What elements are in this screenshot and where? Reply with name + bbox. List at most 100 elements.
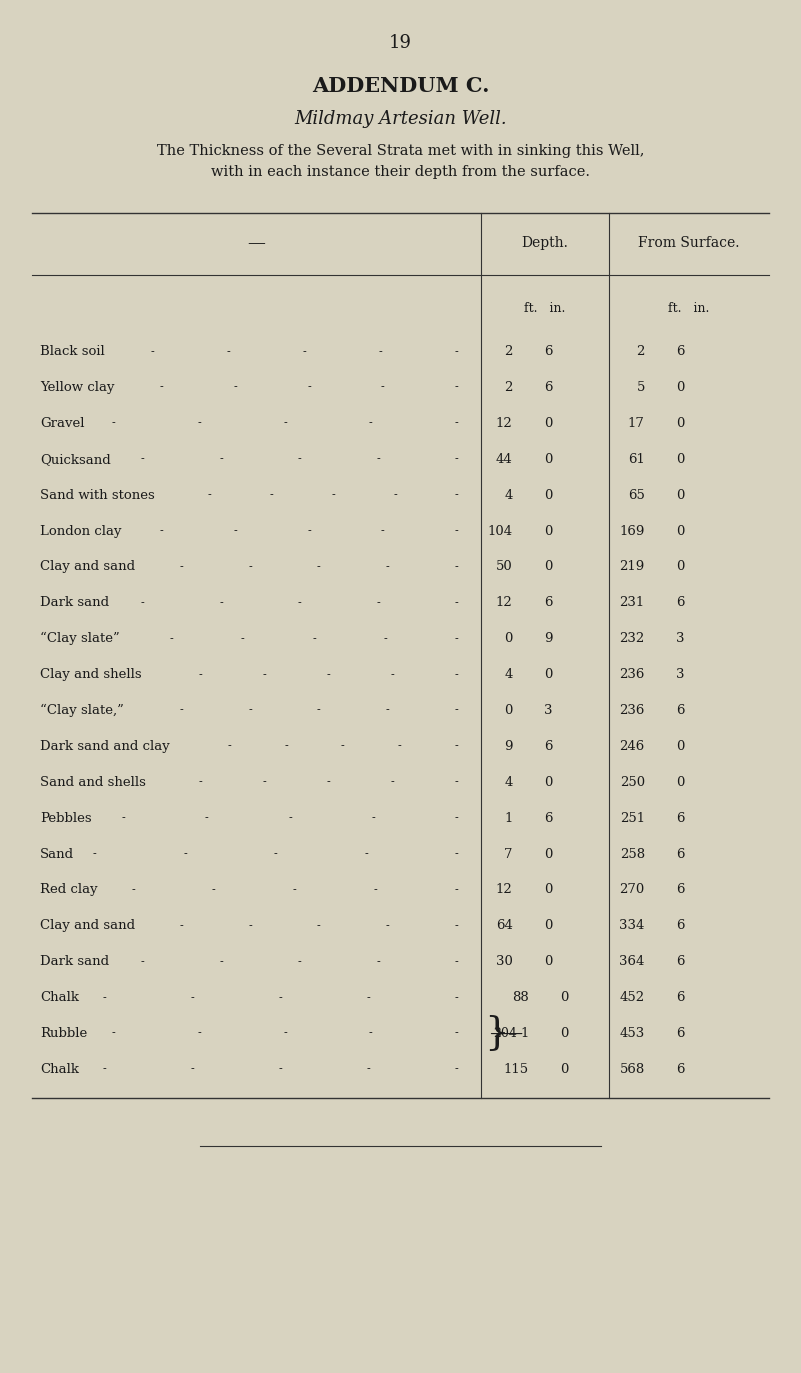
Text: -: - [455, 993, 458, 1002]
Text: 452: 452 [620, 991, 645, 1004]
Text: -: - [312, 634, 316, 644]
Text: 0: 0 [677, 380, 685, 394]
Text: Quicksand: Quicksand [40, 453, 111, 465]
Text: 19: 19 [389, 34, 412, 52]
Text: -: - [455, 419, 458, 428]
Text: -: - [179, 921, 183, 931]
Text: 65: 65 [628, 489, 645, 501]
Text: 12: 12 [496, 883, 513, 897]
Text: “Clay slate”: “Clay slate” [40, 632, 120, 645]
Text: -: - [227, 741, 231, 751]
Text: -: - [93, 849, 96, 859]
Text: -: - [160, 526, 163, 535]
Text: -: - [455, 921, 458, 931]
Text: From Surface.: From Surface. [638, 236, 739, 250]
Text: 0: 0 [677, 524, 685, 538]
Text: -: - [248, 562, 252, 573]
Text: -: - [298, 957, 301, 967]
Text: -: - [284, 1028, 287, 1038]
Text: -: - [386, 706, 389, 715]
Text: 0: 0 [545, 453, 553, 465]
Text: -: - [455, 886, 458, 895]
Text: -: - [391, 777, 394, 787]
Text: -: - [103, 993, 106, 1002]
Text: Depth.: Depth. [521, 236, 568, 250]
Text: -: - [369, 1028, 372, 1038]
Text: 169: 169 [619, 524, 645, 538]
Text: -: - [455, 346, 458, 357]
Text: 453: 453 [619, 1027, 645, 1041]
Text: 6: 6 [676, 704, 685, 717]
Text: -: - [386, 921, 389, 931]
Text: 0: 0 [677, 453, 685, 465]
Text: 6: 6 [544, 811, 553, 825]
Text: 0: 0 [545, 847, 553, 861]
Text: 270: 270 [619, 883, 645, 897]
Text: -: - [384, 634, 387, 644]
Text: 3: 3 [544, 704, 553, 717]
Text: 0: 0 [505, 632, 513, 645]
Text: -: - [208, 490, 211, 500]
Text: -: - [170, 634, 173, 644]
Text: Yellow clay: Yellow clay [40, 380, 115, 394]
Text: 6: 6 [676, 1027, 685, 1041]
Text: -: - [317, 562, 320, 573]
Text: 88: 88 [512, 991, 529, 1004]
Text: 0: 0 [545, 776, 553, 789]
Text: 7: 7 [504, 847, 513, 861]
Text: 12: 12 [496, 596, 513, 610]
Text: 0: 0 [677, 489, 685, 501]
Text: -: - [455, 1064, 458, 1075]
Text: -: - [279, 993, 282, 1002]
Text: -: - [248, 921, 252, 931]
Text: 6: 6 [676, 345, 685, 358]
Text: 6: 6 [676, 596, 685, 610]
Text: -: - [455, 454, 458, 464]
Text: -: - [141, 597, 144, 608]
Text: -: - [317, 706, 320, 715]
Text: -: - [284, 741, 288, 751]
Text: 6: 6 [676, 920, 685, 932]
Text: 0: 0 [545, 669, 553, 681]
Text: Gravel: Gravel [40, 417, 85, 430]
Text: -: - [199, 670, 202, 680]
Text: -: - [332, 490, 335, 500]
Text: London clay: London clay [40, 524, 122, 538]
Text: -: - [381, 526, 384, 535]
Text: -: - [198, 419, 201, 428]
Text: ft.   in.: ft. in. [524, 302, 566, 316]
Text: -: - [288, 813, 292, 824]
Text: Red clay: Red clay [40, 883, 98, 897]
Text: -: - [103, 1064, 106, 1075]
Text: Sand with stones: Sand with stones [40, 489, 155, 501]
Text: -: - [263, 777, 266, 787]
Text: -: - [376, 957, 380, 967]
Text: -: - [393, 490, 396, 500]
Text: 6: 6 [676, 1063, 685, 1076]
Text: 9: 9 [504, 740, 513, 752]
Text: -: - [212, 886, 215, 895]
Text: 236: 236 [619, 704, 645, 717]
Text: -: - [151, 346, 154, 357]
Text: Pebbles: Pebbles [40, 811, 91, 825]
Text: 17: 17 [628, 417, 645, 430]
Text: ADDENDUM C.: ADDENDUM C. [312, 76, 489, 96]
Text: 6: 6 [676, 811, 685, 825]
Text: -: - [369, 419, 372, 428]
Text: 4: 4 [505, 669, 513, 681]
Text: 9: 9 [544, 632, 553, 645]
Text: Rubble: Rubble [40, 1027, 87, 1041]
Text: 0: 0 [545, 920, 553, 932]
Text: -: - [191, 993, 194, 1002]
Text: -: - [122, 813, 125, 824]
Text: Dark sand: Dark sand [40, 956, 109, 968]
Text: 2: 2 [505, 380, 513, 394]
Text: -: - [455, 383, 458, 393]
Text: -: - [379, 346, 382, 357]
Text: -: - [455, 597, 458, 608]
Text: 568: 568 [619, 1063, 645, 1076]
Text: -: - [141, 454, 144, 464]
Text: -: - [183, 849, 187, 859]
Text: -: - [112, 419, 115, 428]
Text: -: - [248, 706, 252, 715]
